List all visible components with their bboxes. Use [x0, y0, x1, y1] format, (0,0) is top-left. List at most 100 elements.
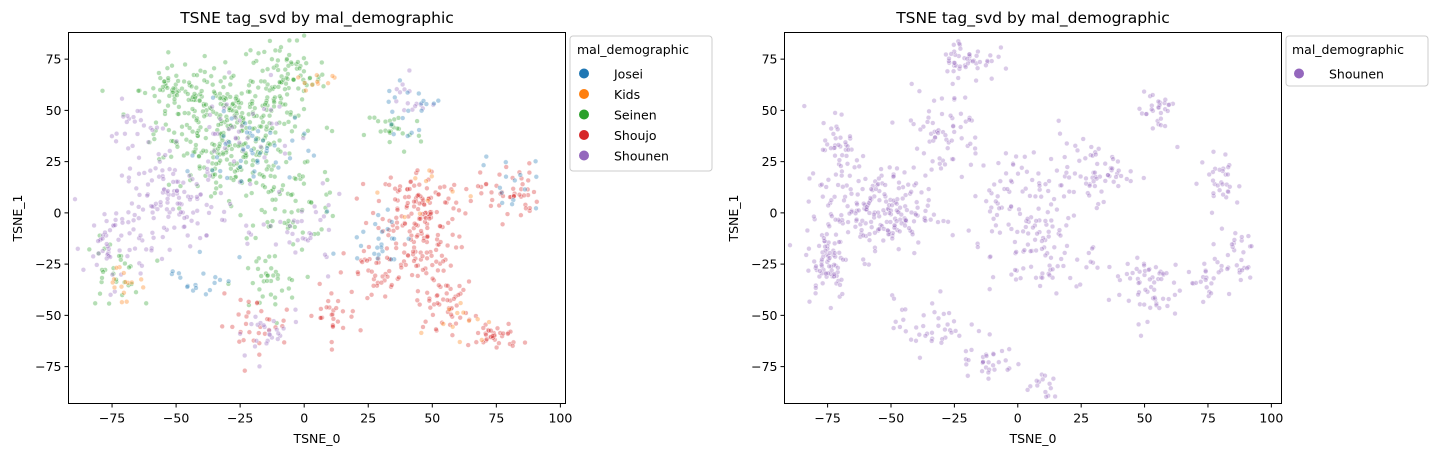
scatter-point-seinen: [168, 154, 174, 160]
scatter-point-seinen: [166, 182, 172, 188]
scatter-point-shounen: [1177, 288, 1183, 294]
scatter-point-shounen: [113, 138, 119, 144]
scatter-point-shounen: [95, 238, 101, 244]
scatter-point-shounen: [987, 286, 993, 292]
scatter-point-shounen: [973, 77, 979, 84]
scatter-point-seinen: [122, 260, 128, 267]
scatter-point-shoujo: [392, 196, 398, 203]
scatter-point-shoujo: [390, 228, 397, 234]
scatter-point-josei: [203, 291, 209, 297]
scatter-point-shounen: [1231, 237, 1238, 243]
scatter-point-shoujo: [387, 256, 393, 262]
scatter-point-shoujo: [468, 198, 474, 204]
scatter-point-shoujo: [366, 244, 372, 250]
scatter-point-josei: [176, 270, 182, 276]
scatter-point-shounen: [950, 81, 956, 87]
scatter-point-shounen: [890, 325, 897, 331]
scatter-point-shounen: [1248, 243, 1255, 249]
scatter-point-seinen: [174, 144, 181, 150]
scatter-point-shoujo: [488, 328, 494, 334]
scatter-point-seinen: [150, 85, 156, 91]
scatter-point-josei: [375, 255, 381, 262]
scatter-point-shounen: [1083, 175, 1089, 182]
scatter-point-shounen: [119, 173, 125, 179]
scatter-point-shounen: [1105, 172, 1111, 178]
scatter-point-shounen: [1158, 110, 1164, 116]
scatter-point-shounen: [136, 192, 143, 198]
scatter-point-shoujo: [519, 181, 526, 187]
scatter-point-josei: [385, 207, 391, 213]
scatter-point-seinen: [361, 132, 367, 138]
scatter-point-shoujo: [417, 216, 423, 222]
scatter-point-seinen: [156, 70, 162, 76]
scatter-point-shounen: [226, 126, 232, 132]
scatter-point-josei: [376, 236, 382, 242]
scatter-point-shounen: [91, 222, 97, 229]
scatter-point-shounen: [900, 195, 906, 202]
scatter-point-seinen: [152, 93, 158, 99]
scatter-point-shounen: [1043, 222, 1050, 228]
scatter-point-shounen: [935, 130, 941, 136]
scatter-point-shoujo: [459, 244, 465, 250]
scatter-point-seinen: [304, 158, 311, 165]
scatter-point-shounen: [1143, 111, 1149, 117]
scatter-point-seinen: [168, 138, 175, 144]
scatter-point-shoujo: [392, 186, 398, 192]
scatter-point-shoujo: [415, 206, 421, 212]
scatter-point-shounen: [1162, 97, 1168, 103]
scatter-point-shounen: [991, 367, 998, 373]
scatter-point-shounen: [112, 289, 118, 295]
scatter-point-shoujo: [335, 298, 341, 304]
scatter-point-seinen: [400, 130, 406, 137]
scatter-point-kids: [121, 270, 127, 276]
scatter-point-shoujo: [455, 292, 462, 298]
scatter-point-seinen: [255, 266, 261, 272]
scatter-point-seinen: [264, 278, 270, 284]
scatter-point-shounen: [1051, 196, 1057, 202]
scatter-point-shounen: [976, 328, 982, 334]
scatter-point-shoujo: [462, 210, 469, 217]
scatter-point-shounen: [893, 218, 900, 224]
scatter-point-shounen: [1024, 216, 1031, 222]
scatter-point-shounen: [1210, 190, 1217, 196]
scatter-point-shounen: [831, 271, 837, 277]
scatter-point-shoujo: [440, 296, 446, 303]
scatter-point-shoujo: [430, 312, 436, 318]
scatter-point-shounen: [983, 198, 989, 204]
scatter-point-shounen: [1219, 181, 1226, 187]
scatter-point-shoujo: [422, 265, 429, 272]
scatter-point-shoujo: [496, 202, 502, 209]
scatter-point-shounen: [266, 327, 272, 334]
scatter-point-josei: [184, 284, 190, 290]
scatter-point-shoujo: [489, 197, 495, 203]
scatter-point-shounen: [806, 246, 812, 252]
scatter-point-shounen: [243, 223, 249, 229]
scatter-point-seinen: [286, 285, 292, 292]
scatter-point-shounen: [1094, 265, 1101, 271]
scatter-point-seinen: [179, 85, 185, 92]
scatter-point-shounen: [829, 213, 835, 219]
scatter-point-shounen: [879, 180, 885, 187]
scatter-point-shounen: [158, 199, 164, 205]
scatter-point-shounen: [898, 212, 904, 218]
scatter-point-seinen: [289, 295, 295, 301]
scatter-point-shoujo: [389, 282, 395, 288]
scatter-point-seinen: [194, 115, 200, 122]
scatter-point-shoujo: [500, 221, 506, 227]
scatter-point-shounen: [136, 171, 142, 177]
scatter-point-shounen: [990, 216, 997, 222]
scatter-point-shounen: [401, 86, 408, 93]
scatter-point-shounen: [125, 145, 131, 152]
scatter-point-shounen: [1199, 159, 1205, 166]
scatter-point-shoujo: [506, 321, 512, 327]
scatter-point-seinen: [264, 124, 270, 130]
scatter-point-seinen: [293, 198, 299, 204]
scatter-point-shounen: [261, 221, 267, 228]
scatter-point-seinen: [283, 75, 290, 81]
scatter-point-josei: [229, 115, 235, 122]
legend-box-left: [569, 35, 713, 172]
scatter-point-shounen: [872, 248, 878, 254]
scatter-point-shounen: [1088, 259, 1094, 265]
scatter-point-seinen: [260, 119, 266, 125]
scatter-point-shounen: [1025, 230, 1031, 237]
